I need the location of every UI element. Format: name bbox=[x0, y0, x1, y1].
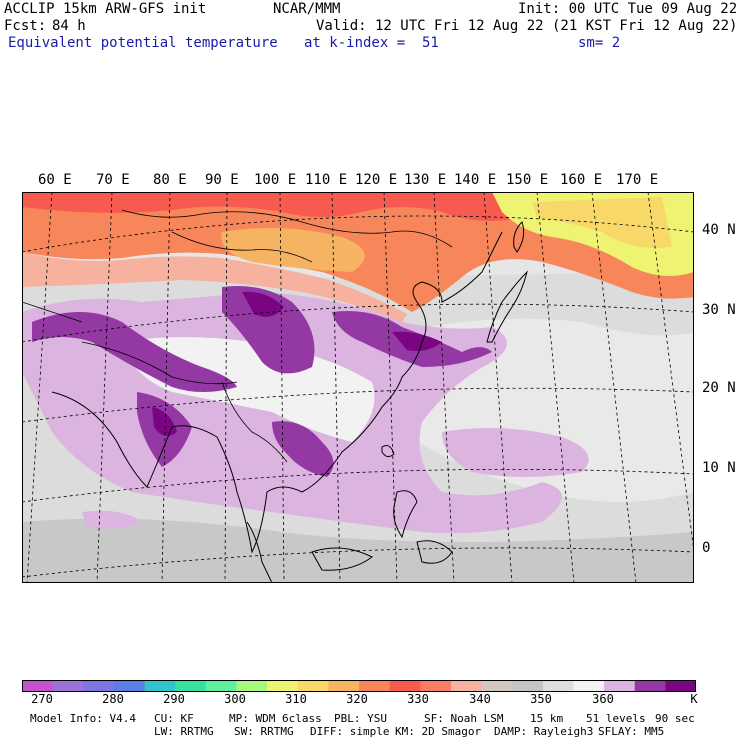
graticule bbox=[22, 192, 694, 583]
valid-time: Valid: 12 UTC Fri 12 Aug 22 (21 KST Fri … bbox=[316, 18, 738, 34]
sichuan-peak bbox=[242, 291, 284, 317]
field-name: Equivalent potential temperature bbox=[8, 35, 278, 51]
mongolia-orange bbox=[221, 228, 365, 272]
colorbar-swatch bbox=[205, 680, 237, 692]
colorbar-tick: 290 bbox=[163, 692, 185, 706]
himalaya-band bbox=[32, 312, 237, 392]
theta-e-map bbox=[22, 192, 694, 583]
model-info: LW: RRTMG bbox=[154, 725, 214, 738]
lat-label: 10 N bbox=[702, 460, 736, 476]
model-info: DAMP: Rayleigh3 bbox=[494, 725, 594, 738]
colorbar-swatch bbox=[22, 680, 54, 692]
lon-label: 130 E bbox=[404, 172, 447, 188]
coastlines bbox=[51, 221, 528, 583]
colorbar-swatch bbox=[450, 680, 483, 692]
sichuan-core bbox=[222, 286, 315, 374]
indian-ocean-patch bbox=[82, 510, 142, 529]
warm-transition bbox=[22, 252, 407, 322]
colorbar-swatch bbox=[665, 680, 696, 692]
lon-label: 120 E bbox=[355, 172, 398, 188]
colorbar-swatch bbox=[512, 680, 544, 692]
model-info: MP: WDM 6class bbox=[229, 712, 322, 725]
bengal-peak bbox=[152, 407, 177, 436]
lon-label: 60 E bbox=[38, 172, 72, 188]
colorbar-swatch bbox=[573, 680, 605, 692]
colorbar-tick: 300 bbox=[224, 692, 246, 706]
colorbar-tick: 350 bbox=[530, 692, 552, 706]
colorbar-swatch bbox=[52, 680, 84, 692]
colorbar-swatch bbox=[144, 680, 176, 692]
lat-label: 30 N bbox=[702, 302, 736, 318]
model-info: 51 levels bbox=[586, 712, 646, 725]
colorbar-swatch bbox=[83, 680, 115, 692]
fcst-label: Fcst: bbox=[4, 18, 47, 34]
colorbar-swatch bbox=[175, 680, 207, 692]
init-time: Init: 00 UTC Tue 09 Aug 22 bbox=[518, 1, 738, 17]
model-info: SFLAY: MM5 bbox=[598, 725, 665, 738]
colorbar-tick: 340 bbox=[469, 692, 491, 706]
colorbar-swatch bbox=[420, 680, 452, 692]
country-borders bbox=[22, 209, 453, 463]
model-info: PBL: YSU bbox=[334, 712, 387, 725]
colorbar-tick: 310 bbox=[285, 692, 307, 706]
colorbar-swatch bbox=[236, 680, 268, 692]
model-info: CU: KF bbox=[154, 712, 194, 725]
colorbar-tick: 270 bbox=[31, 692, 53, 706]
level-info: at k-index = 51 bbox=[304, 35, 439, 51]
lat-label: 40 N bbox=[702, 222, 736, 238]
model-info: Model Info: V4.4 bbox=[30, 712, 136, 725]
model-info: 15 km bbox=[530, 712, 564, 725]
lon-label: 100 E bbox=[254, 172, 297, 188]
smoothing-info: sm= 2 bbox=[578, 35, 621, 51]
model-info: 90 sec bbox=[655, 712, 695, 725]
lon-label: 90 E bbox=[205, 172, 239, 188]
lat-label: 0 bbox=[702, 540, 711, 556]
model-info: KM: 2D Smagor bbox=[395, 725, 482, 738]
colorbar-unit: K bbox=[690, 692, 698, 706]
lon-label: 150 E bbox=[506, 172, 549, 188]
east-china-peak bbox=[392, 331, 442, 351]
lon-label: 110 E bbox=[305, 172, 348, 188]
colorbar-swatch bbox=[359, 680, 391, 692]
colorbar-swatch bbox=[328, 680, 360, 692]
colorbar-tick: 320 bbox=[346, 692, 368, 706]
pacific-moist bbox=[442, 428, 589, 477]
lat-label: 20 N bbox=[702, 380, 736, 396]
colorbar-swatch bbox=[481, 680, 513, 692]
model-info: SW: RRTMG bbox=[234, 725, 294, 738]
colorbar-swatch bbox=[297, 680, 329, 692]
model-info: DIFF: simple bbox=[310, 725, 390, 738]
lon-label: 160 E bbox=[560, 172, 603, 188]
map-frame bbox=[22, 192, 694, 583]
model-title: ACCLIP 15km ARW-GFS init bbox=[4, 1, 207, 17]
colorbar-frame bbox=[22, 680, 696, 692]
colorbar-tick: 330 bbox=[407, 692, 429, 706]
colorbar bbox=[22, 680, 696, 692]
colorbar-swatch bbox=[634, 680, 666, 692]
fcst-value: 84 h bbox=[52, 18, 86, 34]
center-label: NCAR/MMM bbox=[273, 1, 341, 17]
colorbar-swatch bbox=[389, 680, 421, 692]
indochina-core bbox=[272, 421, 334, 477]
colorbar-swatch bbox=[542, 680, 574, 692]
colorbar-swatch bbox=[113, 680, 146, 692]
colorbar-swatch bbox=[604, 680, 636, 692]
colorbar-tick: 280 bbox=[102, 692, 124, 706]
lon-label: 170 E bbox=[616, 172, 659, 188]
northeast-orange bbox=[532, 197, 672, 248]
lon-label: 140 E bbox=[454, 172, 497, 188]
lon-label: 80 E bbox=[153, 172, 187, 188]
model-info: SF: Noah LSM bbox=[424, 712, 504, 725]
colorbar-swatch bbox=[267, 680, 299, 692]
colorbar-tick: 360 bbox=[592, 692, 614, 706]
lon-label: 70 E bbox=[96, 172, 130, 188]
